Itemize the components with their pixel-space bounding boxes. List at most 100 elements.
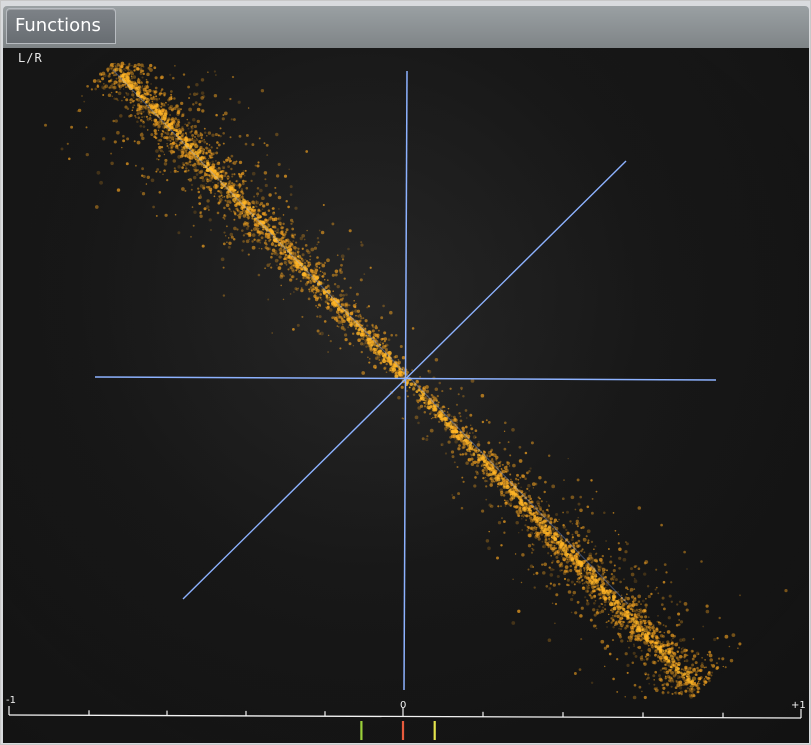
scatter-point [205, 146, 208, 150]
scatter-point [381, 342, 385, 345]
scatter-point [545, 516, 549, 520]
scatter-point [640, 625, 642, 627]
scatter-core-point [678, 664, 681, 667]
scatter-point [125, 69, 127, 72]
scatter-point [417, 401, 419, 404]
scatter-point [661, 691, 665, 695]
scatter-point [691, 657, 695, 661]
scatter-core-point [203, 166, 205, 169]
functions-tab[interactable]: Functions [6, 8, 116, 44]
scatter-core-point [634, 624, 637, 628]
scatter-point [178, 112, 180, 115]
scatter-core-point [343, 316, 346, 319]
scatter-point [102, 82, 105, 85]
scatter-point [348, 342, 352, 346]
scatter-point [619, 616, 623, 620]
scatter-core-point [420, 396, 425, 401]
scatter-core-point [196, 154, 200, 158]
scatter-point [518, 490, 521, 492]
scatter-point [579, 508, 583, 513]
scatter-point [374, 356, 379, 361]
scatter-point [180, 134, 184, 138]
scatter-core-point [570, 549, 573, 552]
scatter-core-point [511, 491, 516, 496]
scatter-core-point [500, 481, 504, 485]
scatter-core-point [563, 546, 566, 550]
scatter-point [252, 210, 257, 215]
scatter-point [219, 127, 222, 130]
scatter-point [535, 533, 539, 537]
scatter-point [258, 137, 261, 140]
scatter-point [508, 491, 510, 494]
scatter-point [191, 137, 194, 140]
scatter-core-point [345, 316, 348, 318]
scatter-point [171, 146, 173, 149]
scatter-core-point [310, 275, 314, 280]
scatter-point [367, 356, 369, 358]
scatter-core-point [280, 244, 285, 248]
scatter-core-point [311, 278, 313, 281]
scatter-point [359, 313, 362, 316]
scatter-point [538, 525, 541, 528]
scatter-point [580, 567, 582, 570]
scatter-point [108, 86, 111, 90]
scatter-point [692, 667, 696, 672]
scatter-point [281, 252, 284, 255]
scatter-point [294, 252, 297, 255]
scatter-point [600, 639, 605, 644]
scatter-core-point [415, 390, 419, 394]
scatter-point [336, 318, 339, 321]
scatter-point [245, 186, 249, 190]
scatter-point [475, 436, 477, 438]
scatter-core-point [483, 466, 486, 469]
scatter-point [610, 572, 614, 576]
scatter-point [512, 482, 517, 487]
scatter-point [164, 109, 167, 112]
scatter-point [316, 315, 319, 318]
scatter-core-point [434, 414, 437, 417]
scatter-point [266, 219, 269, 222]
scatter-point [339, 268, 342, 271]
scatter-point [139, 100, 143, 104]
scatter-point [595, 559, 599, 563]
scatter-point [155, 149, 159, 153]
scatter-point [205, 205, 210, 209]
scatter-point [210, 176, 214, 180]
scatter-core-point [243, 206, 246, 209]
scatter-point [167, 103, 169, 106]
scatter-point [537, 512, 540, 515]
scatter-point [518, 445, 522, 449]
scatter-point [162, 122, 165, 125]
scatter-point [601, 570, 605, 573]
scatter-point [568, 556, 572, 560]
scatter-point [241, 195, 244, 199]
scatter-point [588, 552, 593, 557]
scatter-point [511, 427, 515, 432]
scatter-core-point [518, 500, 523, 505]
scatter-point [175, 122, 179, 126]
scatter-point [650, 592, 653, 596]
scatter-core-point [130, 75, 133, 78]
scatter-point [158, 145, 162, 150]
scatter-point [180, 127, 185, 132]
scatter-point [301, 253, 305, 257]
scatter-point [665, 670, 670, 675]
scatter-point [428, 397, 433, 402]
scatter-point [541, 563, 544, 566]
scatter-core-point [297, 262, 303, 267]
scatter-point [485, 468, 489, 472]
scatter-point [203, 174, 206, 177]
scatter-point [202, 184, 206, 188]
scatter-core-point [676, 670, 681, 674]
scatter-point [603, 511, 606, 515]
scatter-point [198, 170, 203, 175]
scatter-core-point [274, 244, 277, 248]
scatter-point [294, 251, 297, 254]
scatter-point [341, 289, 344, 293]
scatter-core-point [164, 124, 169, 129]
scatter-point [716, 637, 719, 640]
scatter-point [550, 539, 553, 541]
scatter-point [275, 174, 280, 178]
scatter-core-point [594, 579, 599, 585]
scatter-point [674, 686, 678, 690]
